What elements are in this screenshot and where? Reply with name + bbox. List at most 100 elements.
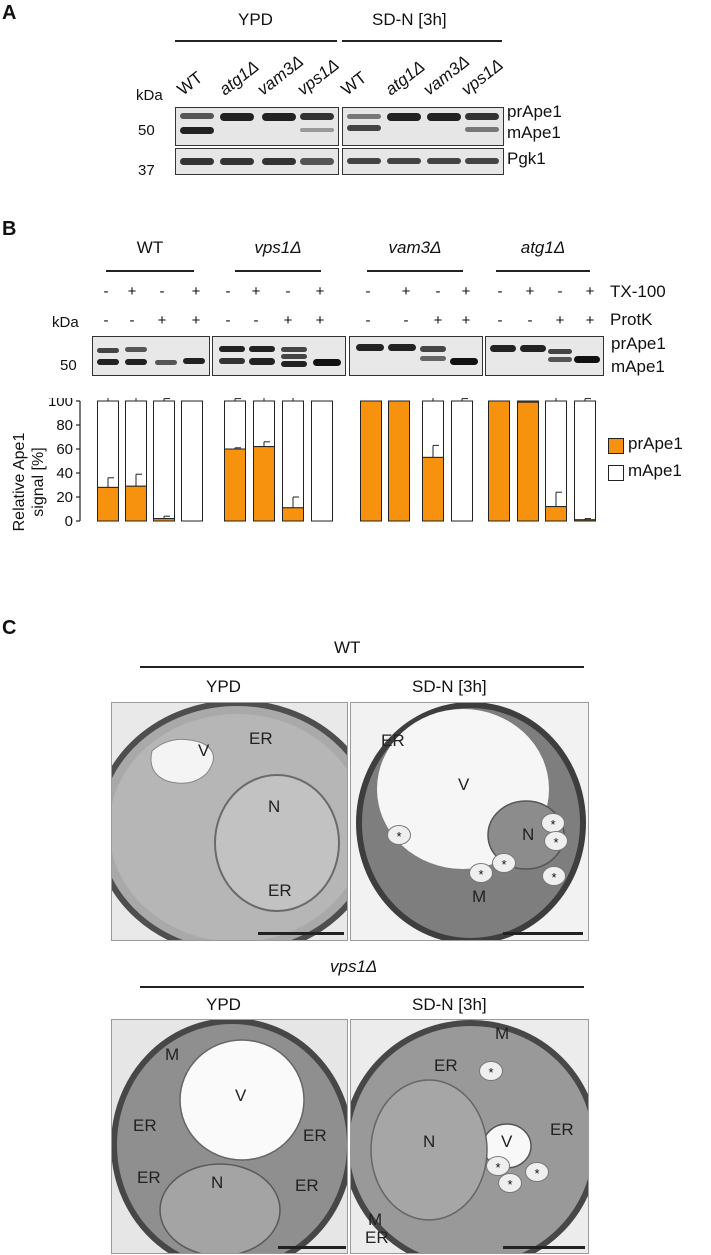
b-blot-vps1	[212, 336, 346, 376]
c-wt-title: WT	[334, 638, 361, 657]
protk-sign: +	[461, 312, 471, 329]
legend-swatch	[608, 465, 624, 481]
em-wt-sdn-autophagic-body: *	[492, 853, 516, 873]
protk-sign: -	[225, 312, 231, 329]
panel-b-letter: B	[2, 218, 17, 240]
protk-sign: -	[253, 312, 259, 329]
tx100-sign: +	[315, 283, 325, 300]
b-group-label: vps1Δ	[254, 238, 302, 257]
pgk1-blot-sdn	[342, 148, 504, 175]
b-group-label: atg1Δ	[520, 238, 566, 257]
lane-label: WT	[173, 67, 207, 100]
legend-swatch	[608, 438, 624, 454]
em-wt-ypd-er-top: ER	[249, 729, 273, 748]
bar-mape1	[574, 400, 596, 521]
em-wt-sdn: ER V N M * * * * * *	[350, 702, 589, 941]
b-group-line	[235, 270, 321, 272]
em-vps1-sdn-autophagic-body: *	[479, 1061, 503, 1081]
tx100-sign: +	[585, 283, 595, 300]
em-vps1-ypd-scalebar	[278, 1246, 346, 1249]
ape1-stacked-bar-chart: 0 20 40 60 80 100	[48, 398, 596, 528]
em-vps1-sdn-er: ER	[434, 1056, 458, 1075]
em-wt-ypd: ER V N ER	[111, 702, 348, 941]
ape1-blot-ypd	[175, 107, 339, 146]
lane-label: WT	[337, 67, 371, 100]
bar-mape1	[311, 400, 333, 522]
bar-prape1	[545, 506, 567, 522]
y-tick-label: 80	[56, 417, 73, 434]
b-prape1-label: prApe1	[611, 334, 666, 353]
protk-sign: -	[103, 312, 109, 329]
tx100-sign: +	[461, 283, 471, 300]
em-vps1-sdn-m: M	[368, 1210, 383, 1229]
bar-prape1	[125, 485, 147, 522]
legend-label: prApe1	[628, 434, 683, 453]
marker-50: 50	[138, 122, 155, 139]
protk-sign: +	[555, 312, 565, 329]
tx100-sign: -	[497, 283, 503, 300]
em-wt-sdn-autophagic-body: *	[544, 831, 568, 851]
tx100-sign: -	[285, 283, 291, 300]
y-tick-label: 40	[56, 465, 73, 482]
pgk1-blot-ypd	[175, 148, 339, 175]
em-wt-ypd-er-bottom: ER	[268, 881, 292, 900]
b-blot-wt	[92, 336, 210, 376]
c-wt-ypd: YPD	[206, 677, 241, 696]
em-vps1-sdn-autophagic-body: *	[486, 1156, 510, 1176]
bar-prape1	[388, 400, 410, 522]
em-vps1-sdn-er: ER	[550, 1120, 574, 1139]
em-wt-ypd-n: N	[268, 797, 281, 816]
a-prape1-label: prApe1	[507, 102, 562, 121]
b-blot-atg1	[485, 336, 604, 376]
b-mape1-label: mApe1	[611, 357, 665, 376]
bar-prape1	[422, 456, 444, 522]
em-vps1-ypd-m: M	[165, 1045, 180, 1064]
bar-prape1	[517, 401, 539, 522]
a-mape1-label: mApe1	[507, 123, 561, 142]
bar-prape1	[253, 446, 275, 522]
b-group-label: WT	[136, 238, 164, 257]
tx100-sign: -	[557, 283, 563, 300]
tx100-sign: +	[127, 283, 137, 300]
bar-prape1	[360, 400, 382, 522]
em-vps1-sdn-v: V	[501, 1132, 513, 1151]
marker-37: 37	[138, 162, 155, 179]
legend-label: mApe1	[628, 461, 682, 480]
tx100-sign: +	[401, 283, 411, 300]
em-vps1-sdn-n: N	[423, 1132, 436, 1151]
tx100-sign: -	[225, 283, 231, 300]
tx100-sign: -	[365, 283, 371, 300]
protk-label: ProtK	[610, 310, 653, 329]
em-wt-sdn-v: V	[458, 775, 470, 794]
bar-prape1	[574, 519, 596, 522]
em-vps1-sdn-autophagic-body: *	[498, 1173, 522, 1193]
bar-mape1	[282, 400, 304, 509]
ypd-bracket-line	[175, 40, 337, 42]
bar-prape1	[488, 400, 510, 522]
tx100-sign: +	[191, 283, 201, 300]
protk-sign: +	[191, 312, 201, 329]
lane-label: atg1Δ	[215, 56, 263, 100]
em-wt-sdn-autophagic-body: *	[387, 825, 411, 845]
em-wt-ypd-v: V	[198, 741, 210, 760]
sdn-bracket-line	[342, 40, 502, 42]
panel-c-letter: C	[2, 617, 17, 639]
c-vps1-sdn: SD-N [3h]	[412, 995, 487, 1014]
ape1-blot-sdn	[342, 107, 504, 146]
bar-mape1	[253, 400, 275, 448]
protk-sign: -	[403, 312, 409, 329]
em-vps1-ypd-er: ER	[133, 1116, 157, 1135]
em-wt-sdn-er: ER	[381, 731, 405, 750]
em-vps1-ypd-er: ER	[137, 1168, 161, 1187]
bar-mape1	[153, 400, 175, 520]
em-vps1-ypd-v: V	[235, 1086, 247, 1105]
b-group-line	[367, 270, 463, 272]
em-vps1-ypd-er: ER	[303, 1126, 327, 1145]
bar-prape1	[282, 507, 304, 522]
c-wt-line	[140, 666, 584, 668]
tx100-sign: -	[103, 283, 109, 300]
tx100-sign: -	[435, 283, 441, 300]
protk-sign: -	[365, 312, 371, 329]
protk-sign: +	[315, 312, 325, 329]
y-tick-label: 100	[48, 398, 73, 410]
